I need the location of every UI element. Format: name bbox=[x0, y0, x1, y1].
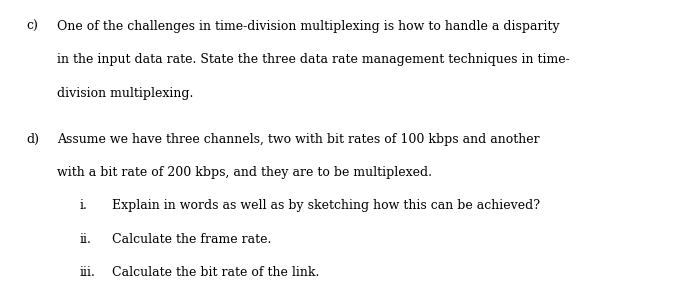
Text: Assume we have three channels, two with bit rates of 100 kbps and another: Assume we have three channels, two with … bbox=[57, 133, 539, 146]
Text: division multiplexing.: division multiplexing. bbox=[57, 87, 193, 100]
Text: c): c) bbox=[26, 20, 38, 33]
Text: ii.: ii. bbox=[80, 233, 91, 246]
Text: Calculate the bit rate of the link.: Calculate the bit rate of the link. bbox=[112, 266, 319, 279]
Text: i.: i. bbox=[80, 199, 87, 212]
Text: in the input data rate. State the three data rate management techniques in time-: in the input data rate. State the three … bbox=[57, 53, 570, 66]
Text: iii.: iii. bbox=[80, 266, 96, 279]
Text: d): d) bbox=[26, 133, 40, 146]
Text: with a bit rate of 200 kbps, and they are to be multiplexed.: with a bit rate of 200 kbps, and they ar… bbox=[57, 166, 432, 179]
Text: Explain in words as well as by sketching how this can be achieved?: Explain in words as well as by sketching… bbox=[112, 199, 541, 212]
Text: Calculate the frame rate.: Calculate the frame rate. bbox=[112, 233, 272, 246]
Text: One of the challenges in time-division multiplexing is how to handle a disparity: One of the challenges in time-division m… bbox=[57, 20, 559, 33]
